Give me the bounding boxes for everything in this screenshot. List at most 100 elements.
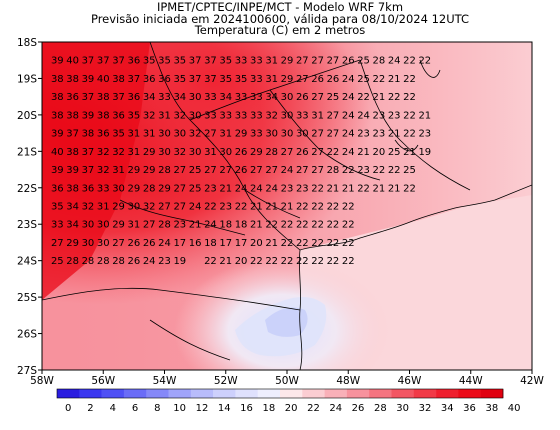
temperature-value: 29 [158, 183, 171, 194]
temperature-value: 24 [265, 183, 278, 194]
temperature-value: 17 [235, 238, 248, 249]
temperature-value: 33 [204, 110, 217, 121]
temperature-value: 17 [219, 238, 232, 249]
temperature-value: 33 [250, 129, 263, 140]
temperature-value: 27 [311, 129, 324, 140]
temperature-value: 29 [250, 147, 263, 158]
temperature-value: 29 [143, 165, 156, 176]
colorbar-tick-label: 6 [132, 403, 138, 414]
temperature-value: 27 [281, 147, 294, 158]
coastline [299, 184, 532, 251]
temperature-value: 24 [204, 220, 217, 231]
colorbar-tick-label: 16 [240, 403, 253, 414]
colorbar-tick-label: 14 [218, 403, 231, 414]
colorbar-segment [436, 389, 459, 398]
temperature-value: 33 [250, 56, 263, 67]
temperature-value: 25 [357, 56, 370, 67]
temperature-value: 21 [250, 220, 263, 231]
temperature-value: 40 [66, 56, 79, 67]
colorbar-segment [123, 389, 147, 398]
temperature-value: 22 [327, 202, 340, 213]
temperature-value: 22 [204, 256, 217, 267]
temperature-value: 21 [373, 92, 386, 103]
state-border-6 [119, 199, 246, 236]
colorbar-segment [235, 389, 258, 398]
temperature-value: 34 [173, 92, 186, 103]
state-border-1 [149, 42, 301, 251]
state-border-4 [359, 59, 471, 191]
colorbar-tick-label: 22 [307, 403, 320, 414]
temperature-value: 28 [158, 220, 171, 231]
temperature-value: 27 [112, 238, 125, 249]
temperature-value: 30 [281, 129, 294, 140]
temperature-value: 37 [97, 56, 110, 67]
temperature-value: 26 [235, 165, 248, 176]
temperature-value: 29 [112, 220, 125, 231]
colorbar-tick-label: 24 [329, 403, 342, 414]
temperature-value: 21 [357, 147, 370, 158]
temperature-value: 33 [158, 92, 171, 103]
temperature-value: 27 [51, 238, 64, 249]
lat-tick-label: 27S [17, 365, 37, 377]
temperature-value: 24 [342, 92, 355, 103]
temperature-value: 38 [51, 92, 64, 103]
temperature-value: 23 [219, 202, 232, 213]
temperature-value: 33 [250, 74, 263, 85]
temperature-value: 27 [311, 165, 324, 176]
temperature-value: 31 [112, 165, 125, 176]
temperature-value: 21 [342, 183, 355, 194]
temperature-value: 27 [143, 220, 156, 231]
temperature-value: 30 [97, 220, 110, 231]
temperature-value: 33 [250, 110, 263, 121]
temperature-value: 27 [158, 202, 171, 213]
temperature-value: 26 [143, 238, 156, 249]
temperature-value: 37 [128, 74, 141, 85]
temperature-value: 21 [388, 129, 401, 140]
colorbar-tick-label: 38 [485, 403, 498, 414]
colorbar-segment [458, 389, 481, 398]
colorbar-tick-label: 8 [154, 403, 160, 414]
temperature-value: 30 [219, 147, 232, 158]
lat-tick-label: 25S [17, 292, 37, 304]
temperature-value: 31 [158, 110, 171, 121]
temperature-value: 24 [342, 147, 355, 158]
temperature-value: 30 [281, 92, 294, 103]
temperature-value: 21 [265, 202, 278, 213]
temperature-value: 27 [204, 129, 217, 140]
temperature-value: 25 [189, 183, 202, 194]
temperature-value: 33 [250, 92, 263, 103]
temperature-value: 27 [204, 165, 217, 176]
temperature-value: 22 [403, 183, 416, 194]
temperature-value: 22 [327, 220, 340, 231]
temperature-value: 21 [327, 183, 340, 194]
value-labels: 39 40 37 37 37 36 35 35 35 37 37 35 33 33 31 29 27 27 27 26… [51, 56, 431, 267]
state-border-7 [42, 287, 301, 311]
temperature-value: 31 [311, 110, 324, 121]
colorbar-tick-label: 28 [374, 403, 387, 414]
temperature-value: 24 [235, 183, 248, 194]
temperature-value: 30 [189, 147, 202, 158]
temperature-value: 31 [128, 147, 141, 158]
lon-tick-label: 50W [275, 375, 299, 387]
colorbar-tick-label: 4 [110, 403, 116, 414]
temperature-value: 22 [342, 256, 355, 267]
temperature-value: 30 [82, 220, 95, 231]
temperature-value: 35 [112, 129, 125, 140]
temperature-value: 22 [311, 220, 324, 231]
lon-tick-label: 48W [336, 375, 360, 387]
temperature-value: 29 [112, 202, 125, 213]
temperature-value: 21 [219, 256, 232, 267]
temperature-value: 26 [296, 92, 309, 103]
temperature-value: 18 [204, 238, 217, 249]
temperature-value: 32 [143, 110, 156, 121]
colorbar-tick-label: 32 [419, 403, 432, 414]
temperature-value: 28 [82, 256, 95, 267]
colorbar-tick-label: 26 [352, 403, 365, 414]
temperature-value: 29 [143, 147, 156, 158]
colorbar-frame [56, 388, 504, 399]
temperature-value: 39 [66, 165, 79, 176]
temperature-value: 32 [112, 147, 125, 158]
temperature-value: 39 [51, 165, 64, 176]
temperature-value: 27 [311, 92, 324, 103]
temperature-value: 37 [82, 56, 95, 67]
